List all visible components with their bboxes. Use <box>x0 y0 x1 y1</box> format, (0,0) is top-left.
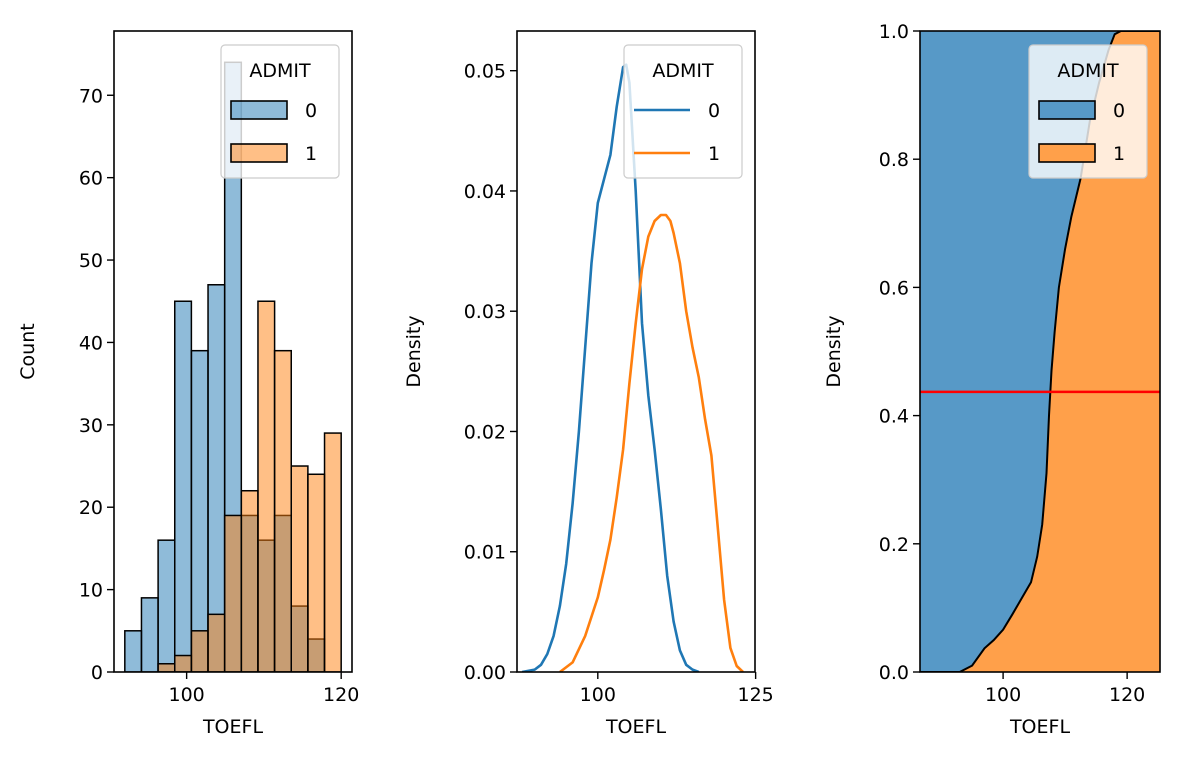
bar-admit-0 <box>140 597 159 672</box>
legend-title: ADMIT <box>652 60 714 82</box>
y-tick-label: 1.0 <box>879 21 909 43</box>
y-tick-label: 60 <box>79 168 103 190</box>
axes-frame <box>516 30 756 673</box>
legend-swatch-0 <box>1038 100 1096 120</box>
y-tick-label: 30 <box>79 415 103 437</box>
bar-admit-0 <box>157 539 176 672</box>
legend: ADMIT 0 1 <box>623 44 743 179</box>
y-tick-label: 0.4 <box>879 406 909 428</box>
legend-swatch-1 <box>1038 143 1096 163</box>
x-axis-label: TOEFL <box>1009 716 1070 738</box>
y-axis-label: Count <box>17 323 39 379</box>
legend-box <box>623 44 743 179</box>
bar-admit-1 <box>307 473 326 672</box>
x-tick-label: 125 <box>737 684 773 706</box>
axes-frame <box>113 30 353 673</box>
y-tick-label: 10 <box>79 580 103 602</box>
bar-admit-1 <box>273 349 292 672</box>
legend-label-0: 0 <box>1113 100 1125 122</box>
y-tick-label: 40 <box>79 332 103 354</box>
legend-label-1: 1 <box>305 143 317 165</box>
y-tick-label: 0.6 <box>879 277 909 299</box>
y-tick-label: 70 <box>79 85 103 107</box>
y-tick-label: 0.04 <box>464 181 506 203</box>
y-tick-label: 0.02 <box>464 421 506 443</box>
legend-title: ADMIT <box>1057 60 1119 82</box>
y-tick-label: 0.8 <box>879 149 909 171</box>
legend-label-1: 1 <box>1113 143 1125 165</box>
legend-label-0: 0 <box>708 100 720 122</box>
plot-area <box>124 61 342 672</box>
y-tick-label: 0.2 <box>879 534 909 556</box>
panel-1: 100 120 0 10 20 30 40 50 60 70 TOEFL Count ADMIT 0 1 <box>17 30 359 738</box>
y-tick-label: 0.03 <box>464 301 506 323</box>
bar-admit-1 <box>240 489 259 672</box>
y-tick-label: 0.05 <box>464 61 506 83</box>
y-axis-label: Density <box>403 315 425 387</box>
x-tick-label: 100 <box>580 684 616 706</box>
legend-swatch-0 <box>230 100 288 120</box>
bar-admit-1 <box>223 514 243 672</box>
bar-admit-1 <box>173 654 193 672</box>
legend-swatch-1 <box>230 143 288 163</box>
y-tick-label: 50 <box>79 250 103 272</box>
x-tick-label: 100 <box>169 684 205 706</box>
legend: ADMIT 0 1 <box>220 44 340 179</box>
y-tick-label: 0.00 <box>464 662 506 684</box>
bar-admit-1 <box>257 300 276 672</box>
y-tick-label: 0.01 <box>464 542 506 564</box>
bar-admit-0 <box>173 300 193 672</box>
axes-frame <box>919 30 1161 673</box>
bar-admit-0 <box>124 630 143 672</box>
kde-line-admit-0 <box>521 63 700 672</box>
bar-admit-0 <box>190 349 209 672</box>
bar-admit-1 <box>207 613 226 672</box>
kde-line-admit-1 <box>559 213 744 672</box>
legend: ADMIT 0 1 <box>1028 44 1148 179</box>
bar-admit-1 <box>157 663 176 672</box>
x-tick-label: 120 <box>1109 684 1145 706</box>
legend-label-0: 0 <box>305 100 317 122</box>
x-axis-label: TOEFL <box>605 716 666 738</box>
bar-admit-1 <box>290 465 309 672</box>
x-axis-label: TOEFL <box>202 716 263 738</box>
x-tick-label: 100 <box>985 684 1021 706</box>
bar-admit-1 <box>190 630 209 672</box>
area-admit-1 <box>920 31 1160 672</box>
y-tick-label: 0.0 <box>879 662 909 684</box>
y-tick-label: 0 <box>91 662 103 684</box>
panel-2: 100 125 0.00 0.01 0.02 0.03 0.04 0.05 TOEFL Densi… <box>403 30 774 738</box>
legend-label-1: 1 <box>708 143 720 165</box>
legend-title: ADMIT <box>249 60 311 82</box>
plot-area <box>521 63 744 672</box>
panel-3: 100 120 0.0 0.2 0.4 0.6 0.8 1.0 TOEFL Density ADMI… <box>823 21 1161 738</box>
bar-admit-1 <box>323 432 342 672</box>
y-axis-label: Density <box>823 315 845 387</box>
x-tick-label: 120 <box>323 684 359 706</box>
y-tick-label: 20 <box>79 497 103 519</box>
